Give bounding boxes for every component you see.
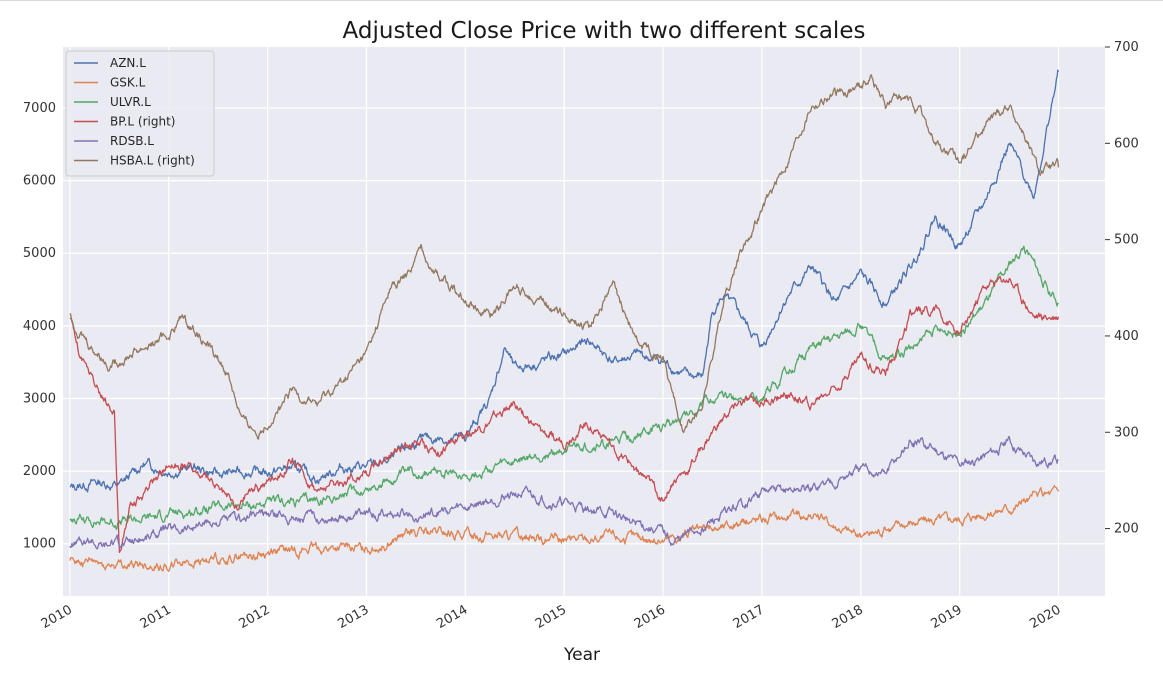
series-line-ulvr-l: [69, 245, 1059, 530]
legend: AZN.L GSK.L ULVR.L BP.L (right) RDSB.L HSBA.L…: [65, 50, 215, 177]
x-tick-label: 2013: [335, 602, 371, 632]
legend-label: RDSB.L: [110, 134, 154, 148]
x-tick-label: 2014: [434, 602, 470, 632]
y-right-tick-label: 400: [1114, 329, 1139, 344]
y-left-tick-label: 7000: [23, 101, 56, 116]
y-right-tick-label: 700: [1114, 40, 1139, 55]
legend-label: AZN.L: [110, 56, 146, 70]
y-left-tick-label: 5000: [23, 246, 56, 261]
chart-title: Adjusted Close Price with two different …: [343, 18, 866, 44]
y-left-tick-label: 3000: [23, 391, 56, 406]
legend-label: HSBA.L (right): [110, 154, 195, 168]
y-right-tick-label: 500: [1114, 233, 1139, 248]
y-right-tick-label: 200: [1114, 522, 1139, 537]
x-tick-label: 2019: [929, 602, 965, 632]
y-right-tick-label: 600: [1114, 136, 1139, 151]
y-left-tick-label: 1000: [23, 537, 56, 552]
y-left-tick-label: 6000: [23, 174, 56, 189]
x-tick-label: 2017: [731, 602, 767, 632]
series-line-rdsb-l: [69, 435, 1059, 550]
y-left-tick-label: 4000: [23, 319, 56, 334]
legend-box: [65, 50, 215, 177]
series-line-azn-l: [69, 69, 1060, 493]
x-tick-label: 2015: [533, 602, 569, 632]
legend-label: GSK.L: [110, 76, 146, 90]
legend-label: ULVR.L: [110, 95, 151, 109]
x-tick-label: 2016: [632, 602, 668, 632]
x-axis-label: Year: [563, 645, 600, 665]
x-tick-label: 2011: [138, 602, 174, 632]
x-tick-label: 2010: [39, 602, 75, 632]
y-left-tick-label: 2000: [23, 464, 56, 479]
x-tick-label: 2020: [1027, 602, 1063, 632]
series-line-bp-l-right: [69, 275, 1060, 554]
plot-area: [63, 47, 1105, 596]
x-tick-label: 2018: [830, 602, 866, 632]
y-right-tick-label: 300: [1114, 425, 1139, 440]
series-line-hsba-l-right: [69, 74, 1060, 440]
top-divider: [0, 0, 1163, 1]
legend-label: BP.L (right): [110, 115, 175, 129]
series-line-gsk-l: [69, 485, 1060, 572]
x-tick-label: 2012: [236, 602, 272, 632]
